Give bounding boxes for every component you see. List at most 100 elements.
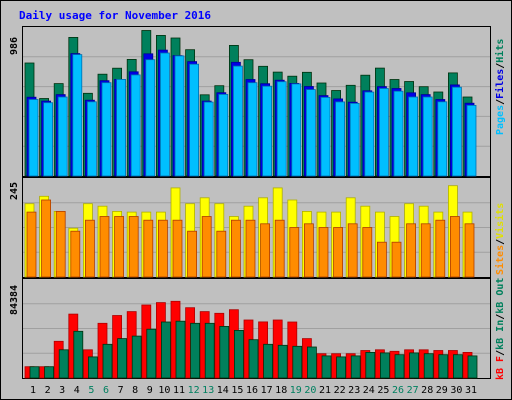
bar-middle-sites-day-27 — [406, 223, 417, 278]
x-tick-label-day-2: 2 — [45, 385, 51, 396]
bar-middle-sites-day-15 — [230, 219, 241, 278]
bar-bottom-kbytes-in-day-28 — [423, 353, 434, 379]
bar-top-pages-day-29 — [437, 101, 448, 177]
bar-top-pages-day-12 — [189, 63, 200, 177]
bar-middle-sites-day-24 — [362, 227, 373, 278]
bar-bottom-kbytes-in-day-23 — [350, 355, 361, 379]
bar-middle-sites-day-22 — [333, 227, 344, 278]
panel-frame-bottom — [22, 278, 491, 379]
bar-top-pages-day-4 — [72, 54, 83, 177]
bar-middle-sites-day-3 — [55, 210, 66, 278]
bar-top-pages-day-21 — [320, 97, 331, 177]
x-tick-label-day-7: 7 — [118, 385, 124, 396]
bar-top-pages-day-11 — [174, 55, 185, 177]
bar-top-pages-day-8 — [130, 74, 141, 177]
x-tick-label-day-10: 10 — [158, 385, 170, 396]
bar-top-pages-day-23 — [349, 103, 360, 177]
bar-bottom-kbytes-in-day-11 — [175, 320, 186, 379]
bar-top-pages-day-22 — [335, 101, 346, 177]
bar-middle-sites-day-29 — [435, 219, 446, 278]
bar-middle-sites-day-21 — [318, 227, 329, 278]
bar-top-pages-day-17 — [262, 85, 273, 177]
x-tick-label-day-14: 14 — [217, 385, 229, 396]
bar-bottom-kbytes-in-day-6 — [102, 343, 113, 379]
bar-top-pages-day-24 — [364, 91, 375, 177]
x-tick-label-day-24: 24 — [363, 385, 375, 396]
x-tick-label-day-6: 6 — [103, 385, 109, 396]
bar-bottom-kbytes-in-day-26 — [394, 354, 405, 379]
x-tick-label-day-18: 18 — [275, 385, 287, 396]
bar-bottom-kbytes-in-day-24 — [365, 351, 376, 379]
bar-top-pages-day-30 — [451, 86, 462, 177]
legend-files: Files — [494, 69, 506, 99]
x-tick-label-day-21: 21 — [319, 385, 331, 396]
bar-middle-sites-day-23 — [347, 223, 358, 278]
bar-bottom-kbytes-in-day-18 — [277, 344, 288, 379]
panel-frame-middle — [22, 177, 491, 278]
x-tick-label-day-23: 23 — [348, 385, 360, 396]
bar-bottom-kbytes-in-day-15 — [233, 329, 244, 379]
bar-middle-sites-day-25 — [376, 241, 387, 278]
bar-bottom-kbytes-in-day-30 — [452, 354, 463, 379]
bar-top-pages-day-7 — [116, 79, 126, 177]
legend-middle: Sites/Visits — [494, 203, 506, 275]
bar-middle-sites-day-7 — [114, 216, 124, 278]
bar-top-pages-day-18 — [276, 81, 287, 177]
y-max-label-bottom: 84384 — [9, 285, 20, 315]
bar-middle-sites-day-10 — [157, 219, 168, 278]
bar-bottom-kbytes-in-day-4 — [73, 330, 84, 379]
y-max-label-top: 986 — [9, 37, 20, 55]
bar-middle-sites-day-26 — [391, 241, 402, 278]
bar-top-pages-day-15 — [232, 65, 243, 177]
legend-sep-2: / — [495, 63, 506, 69]
x-tick-label-day-15: 15 — [231, 385, 243, 396]
x-tick-label-day-9: 9 — [147, 385, 153, 396]
x-tick-label-day-29: 29 — [436, 385, 448, 396]
bar-bottom-kbytes-in-day-9 — [146, 328, 157, 379]
bar-bottom-kbytes-in-day-14 — [219, 325, 230, 379]
bar-middle-sites-day-11 — [172, 219, 183, 278]
bar-top-pages-day-13 — [203, 101, 214, 177]
x-tick-label-day-22: 22 — [334, 385, 346, 396]
bar-top-pages-day-16 — [247, 82, 258, 177]
legend-kb-out: kB Out — [495, 278, 506, 314]
bar-top-pages-day-2 — [43, 102, 53, 177]
legend-pages: Pages — [495, 105, 506, 135]
legend-top: Pages/Files/Hits — [494, 39, 506, 135]
bar-bottom-kbytes-in-day-1 — [29, 366, 40, 379]
bar-bottom-kbytes-in-day-10 — [160, 321, 171, 379]
x-tick-label-day-25: 25 — [377, 385, 389, 396]
x-tick-label-day-17: 17 — [261, 385, 273, 396]
bar-top-pages-day-5 — [87, 101, 97, 177]
bar-bottom-kbytes-in-day-21 — [321, 355, 332, 379]
x-tick-label-day-26: 26 — [392, 385, 404, 396]
bar-top-pages-day-10 — [159, 52, 170, 177]
bar-top-pages-day-28 — [422, 96, 433, 177]
bar-bottom-kbytes-in-day-20 — [306, 346, 317, 379]
bar-top-pages-day-26 — [393, 90, 404, 177]
bar-top-pages-day-20 — [305, 89, 316, 177]
legend-kb-f: kB F — [495, 356, 506, 380]
legend-kb-in: kB In — [495, 320, 506, 350]
x-tick-label-day-27: 27 — [407, 385, 419, 396]
bar-top-pages-day-27 — [408, 96, 419, 177]
bar-bottom-kbytes-in-day-12 — [190, 322, 201, 379]
bar-top-pages-day-14 — [218, 94, 229, 177]
bar-bottom-kbytes-in-day-25 — [379, 352, 390, 379]
x-tick-label-day-8: 8 — [132, 385, 138, 396]
panel-frame-top — [22, 26, 491, 177]
bar-bottom-kbytes-in-day-8 — [131, 335, 142, 379]
x-tick-label-day-28: 28 — [421, 385, 433, 396]
x-tick-label-day-13: 13 — [202, 385, 214, 396]
bar-bottom-kbytes-in-day-13 — [204, 322, 215, 379]
bar-middle-sites-day-16 — [245, 219, 256, 278]
bar-top-pages-day-25 — [378, 88, 389, 177]
x-tick-label-day-5: 5 — [88, 385, 94, 396]
bar-top-pages-day-3 — [57, 96, 68, 177]
bar-middle-sites-day-13 — [201, 216, 212, 278]
bar-middle-sites-day-28 — [420, 223, 431, 278]
bar-bottom-kbytes-in-day-17 — [263, 343, 274, 379]
bar-top-pages-day-31 — [466, 105, 477, 177]
